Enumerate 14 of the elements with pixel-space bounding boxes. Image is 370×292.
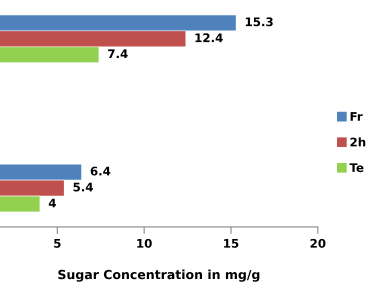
data-label: 15.3 (246, 17, 273, 26)
data-label: 7.4 (108, 49, 128, 58)
legend-label: Fr (350, 112, 363, 121)
data-label: 12.4 (196, 33, 223, 42)
data-label: 4 (48, 198, 56, 208)
x-tick-label: 20 (310, 238, 326, 248)
legend-label: 2h (350, 137, 366, 146)
data-label: 5.4 (74, 182, 93, 192)
x-tick-label: 15 (224, 239, 238, 248)
x-tick-label: 10 (137, 238, 152, 248)
data-label: 6.4 (90, 166, 110, 176)
legend-label: Te (350, 163, 364, 172)
x-tick-label: 5 (54, 239, 61, 248)
x-axis-title: Sugar Concentration in mg/g (58, 270, 260, 282)
